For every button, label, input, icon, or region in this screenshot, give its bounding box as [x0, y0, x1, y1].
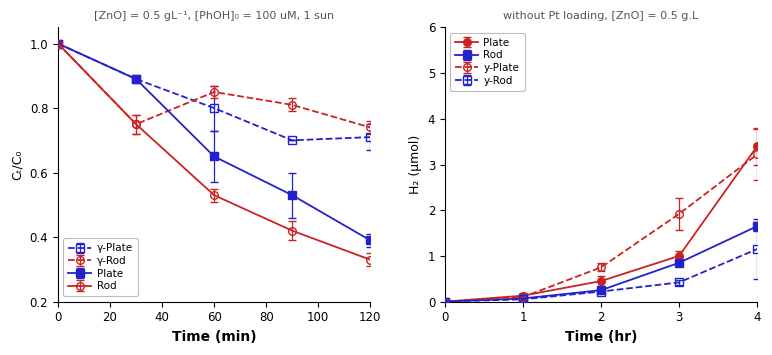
Title: without Pt loading, [ZnO] = 0.5 g.L: without Pt loading, [ZnO] = 0.5 g.L [503, 11, 699, 21]
Y-axis label: Cₜ/C₀: Cₜ/C₀ [11, 149, 24, 180]
X-axis label: Time (hr): Time (hr) [565, 330, 638, 344]
Legend: γ-Plate, γ-Rod, Plate, Rod: γ-Plate, γ-Rod, Plate, Rod [63, 238, 138, 296]
Title: [ZnO] = 0.5 gL⁻¹, [PhOH]₀ = 100 uM, 1 sun: [ZnO] = 0.5 gL⁻¹, [PhOH]₀ = 100 uM, 1 su… [94, 11, 334, 21]
Legend: Plate, Rod, y-Plate, y-Rod: Plate, Rod, y-Plate, y-Rod [450, 33, 524, 91]
X-axis label: Time (min): Time (min) [172, 330, 256, 344]
Y-axis label: H₂ (μmol): H₂ (μmol) [409, 135, 422, 194]
